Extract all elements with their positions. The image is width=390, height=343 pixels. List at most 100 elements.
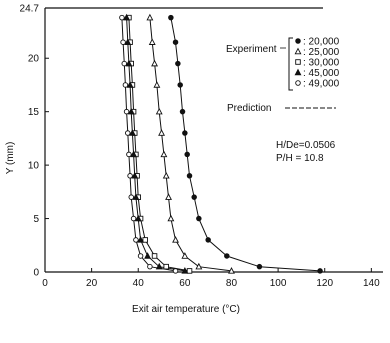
x-tick-label: 120 (316, 278, 333, 289)
data-point-series-5 (122, 82, 129, 88)
data-point-series-2 (146, 13, 154, 21)
x-tick-label: 60 (179, 278, 191, 289)
prediction-label: Prediction (227, 103, 271, 114)
legend-label-3: : 30,000 (303, 58, 340, 69)
data-point-series-2 (167, 214, 175, 222)
data-point-series-4 (131, 171, 139, 179)
data-point-series-4 (132, 193, 140, 200)
data-point-series-1 (177, 82, 183, 88)
legend-label-4: : 45,000 (303, 68, 340, 79)
data-point-series-4 (130, 150, 138, 158)
x-tick-label: 40 (133, 278, 145, 289)
data-point-series-4 (124, 38, 132, 45)
y-tick-label: 20 (28, 54, 40, 65)
data-point-series-1 (186, 173, 193, 179)
data-point-series-5 (128, 194, 134, 200)
data-point-series-1 (175, 60, 181, 67)
prediction-curve-3 (128, 17, 190, 272)
prediction-curve-5 (121, 17, 176, 272)
data-point-series-2 (181, 252, 189, 259)
data-point-series-2 (160, 150, 168, 158)
y-tick-label: 10 (28, 161, 40, 172)
data-point-series-4 (125, 59, 133, 67)
data-point-series-5 (120, 39, 126, 45)
data-point-series-1 (196, 215, 202, 222)
prediction-curve-1 (170, 17, 321, 272)
data-point-series-5 (137, 253, 144, 259)
data-point-series-4 (126, 81, 134, 88)
data-point-series-3 (163, 263, 169, 270)
legend-label-2: : 25,000 (303, 47, 340, 58)
data-point-series-5 (130, 215, 137, 222)
legend-title: Experiment (226, 44, 277, 55)
legend-label-1: : 20,000 (303, 37, 340, 48)
x-tick-label: 140 (363, 278, 380, 289)
prediction-curve-2 (149, 17, 232, 272)
data-point-series-2 (165, 193, 172, 200)
data-point-series-5 (147, 263, 153, 270)
data-point-series-5 (121, 60, 128, 67)
data-point-series-4 (181, 267, 189, 274)
data-point-series-4 (155, 262, 163, 270)
data-point-series-4 (137, 236, 145, 243)
data-point-series-4 (144, 252, 152, 259)
legend: Experiment : 20,000: 25,000: 30,000: 45,… (226, 37, 340, 115)
legend-label-5: : 49,000 (303, 79, 340, 90)
data-point-series-4 (127, 107, 135, 115)
data-point-series-1 (256, 263, 263, 270)
data-point-series-4 (128, 129, 136, 136)
data-point-series-2 (162, 171, 170, 179)
data-point-series-3 (142, 237, 148, 243)
data-point-series-1 (172, 39, 179, 45)
data-point-series-5 (119, 14, 125, 21)
data-point-series-3 (151, 253, 158, 259)
data-point-series-5 (125, 130, 131, 136)
data-point-series-5 (172, 268, 179, 274)
x-tick-label: 0 (42, 278, 48, 289)
x-tick-label: 20 (86, 278, 98, 289)
data-point-series-2 (153, 81, 161, 88)
legend-marker-1 (295, 38, 301, 44)
x-axis-label: Exit air temperature (°C) (132, 304, 240, 315)
data-point-series-4 (134, 214, 142, 222)
data-point-series-1 (224, 253, 230, 259)
legend-bracket (288, 37, 293, 91)
data-point-series-2 (155, 107, 163, 115)
data-point-series-2 (151, 59, 158, 67)
prediction-curve-4 (126, 17, 185, 272)
data-point-series-2 (195, 262, 203, 270)
data-point-series-5 (126, 151, 132, 158)
data-point-series-1 (317, 268, 323, 274)
x-tick-label: 100 (270, 278, 287, 289)
legend-entries: : 20,000: 25,000: 30,000: 45,000: 49,000 (294, 37, 340, 90)
y-tick-label: 0 (33, 268, 39, 279)
annotation-h-de: H/De=0.0506 (276, 140, 336, 151)
data-point-series-2 (158, 129, 165, 136)
data-point-series-2 (172, 236, 179, 243)
axes: 0 20 40 60 80 100 120 140 0 5 10 15 20 24.7 (20, 4, 383, 289)
data-point-series-5 (123, 108, 130, 115)
legend-marker-4 (294, 68, 302, 76)
data-point-series-1 (205, 237, 211, 243)
data-point-series-1 (184, 151, 190, 158)
y-tick-label: 5 (33, 214, 39, 225)
data-point-series-1 (168, 14, 174, 21)
data-point-series-1 (182, 130, 188, 136)
data-point-series-1 (191, 194, 197, 200)
y-tick-label: 24.7 (20, 4, 40, 15)
data-point-series-5 (127, 173, 133, 179)
data-point-series-3 (186, 268, 193, 274)
data-point-series-2 (228, 267, 235, 274)
annotation-p-h: P/H = 10.8 (276, 153, 324, 164)
data-point-series-1 (179, 108, 186, 115)
y-tick-label: 15 (28, 107, 40, 118)
legend-marker-5 (295, 80, 301, 86)
data-point-series-2 (148, 38, 156, 45)
y-axis-label: Y (mm) (5, 142, 16, 175)
data-points (119, 13, 323, 274)
legend-marker-2 (294, 47, 302, 55)
x-tick-label: 80 (226, 278, 238, 289)
data-point-series-5 (133, 237, 139, 243)
legend-marker-3 (295, 59, 301, 65)
